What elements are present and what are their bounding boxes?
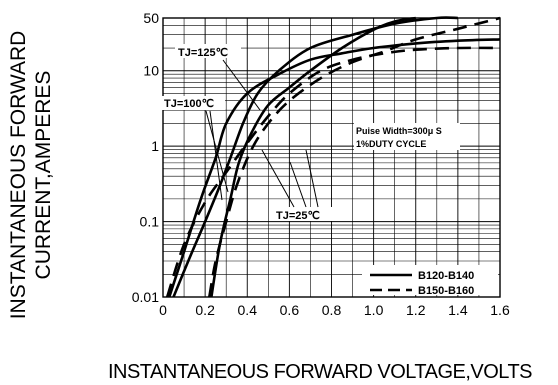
series-line-5: [208, 16, 501, 298]
x-tick-label: 0: [159, 302, 167, 318]
annotation-duty-cycle: 1%DUTY CYCLE: [356, 139, 426, 149]
series-line-2: [172, 16, 458, 298]
x-tick-label: 1.6: [490, 302, 510, 318]
series-line-4: [165, 46, 501, 298]
legend-box: [362, 265, 498, 295]
annotation-bg: [274, 207, 332, 221]
x-tick-label: 1.4: [448, 302, 468, 318]
y-tick-label: 10: [143, 63, 159, 79]
annotation-bg: [354, 123, 460, 150]
y-tick-label: 50: [143, 10, 159, 26]
annotation-bg: [175, 44, 241, 58]
y-tick-label: 1: [151, 138, 159, 154]
series-line-3: [210, 16, 417, 298]
plot-frame: [162, 17, 501, 298]
y-tick-label: 0.1: [140, 214, 160, 230]
x-axis-label: INSTANTANEOUS FORWARD VOLTAGE,VOLTS: [108, 361, 532, 383]
annotation-leader: [222, 59, 261, 111]
annotation-tj125: TJ=125℃: [178, 47, 228, 59]
x-tick-label: 0.4: [238, 302, 258, 318]
y-axis-label: INSTANTANEOUS FORWARD: [7, 31, 30, 320]
annotation-tj100: TJ=100℃: [164, 98, 214, 110]
y-tick-label: 0.01: [132, 289, 159, 305]
annotation-leader: [289, 161, 307, 208]
series-line-1: [168, 38, 501, 298]
legend-label-1: B120-B140: [418, 270, 474, 282]
legend-label-2: B150-B160: [418, 285, 474, 297]
annotation-leader: [209, 110, 223, 201]
annotation-bg: [162, 96, 225, 110]
x-tick-label: 1.0: [364, 302, 384, 318]
x-tick-label: 1.2: [406, 302, 426, 318]
x-tick-label: 0.8: [322, 302, 342, 318]
annotation-tj25: TJ=25℃: [276, 210, 320, 222]
x-tick-label: 0.6: [280, 302, 300, 318]
annotation-leader: [261, 149, 295, 208]
annotation-pulse-width: Puise Width=300μ S: [356, 126, 442, 136]
annotation-leader: [205, 110, 229, 193]
annotation-leader: [305, 149, 319, 208]
y-axis-label: CURRENT,AMPERES: [32, 71, 55, 280]
x-tick-label: 0.2: [195, 302, 215, 318]
